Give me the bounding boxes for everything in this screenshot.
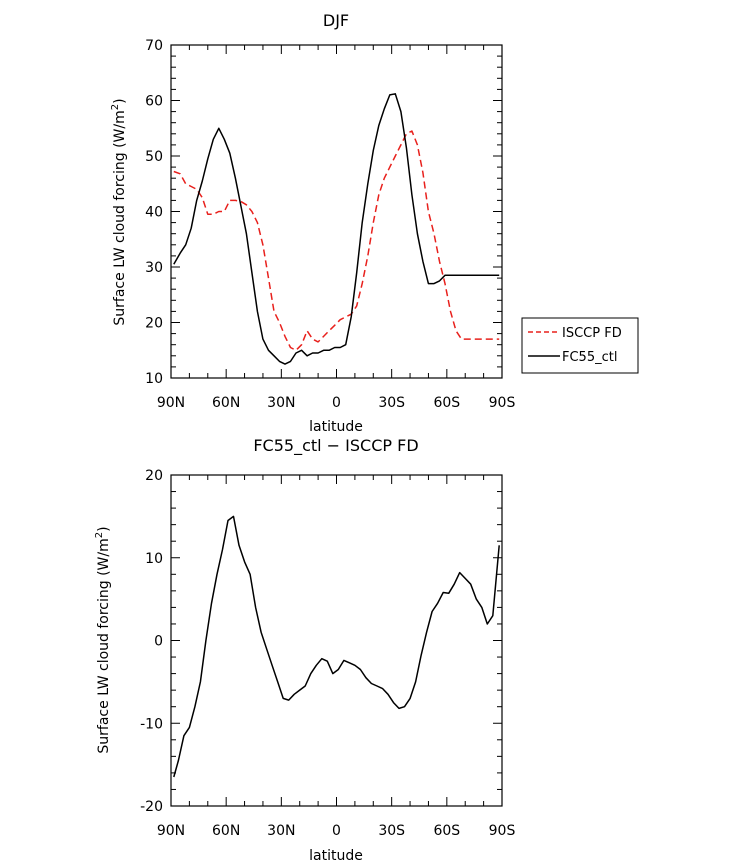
y-tick-label: 30 [145,260,163,276]
x-tick-label: 60N [212,823,240,839]
x-tick-label: 30N [267,823,295,839]
plot-frame [170,474,503,807]
series-line-difference [173,515,500,778]
y-tick-label: -20 [140,799,163,815]
y-axis-label-text: Surface LW cloud forcing (W/m [112,110,128,325]
difference-chart: FC55_ctl − ISCCP FD 90N 60N 30N 0 30S 60S 90S -… [94,436,515,864]
chart-title: DJF [323,11,349,30]
x-axis-label: latitude [309,848,363,864]
legend-label-fc55-ctl: FC55_ctl [562,350,617,365]
series-line-isccp-fd [173,130,500,352]
x-tick-label: 60S [433,823,460,839]
x-tick-label: 30N [267,395,295,411]
x-tick-label: 30S [378,823,405,839]
y-axis-label-text: Surface LW cloud forcing (W/m [96,538,112,753]
y-tick-label: 50 [145,149,163,165]
chart-title: FC55_ctl − ISCCP FD [253,436,418,456]
x-tick-label: 0 [332,395,341,411]
legend: ISCCP FD FC55_ctl [521,317,639,374]
y-axis-label-superscript: 2 [110,104,121,110]
y-tick-label: 20 [145,316,163,332]
x-axis-label: latitude [309,419,363,435]
x-tick-label: 90S [489,823,516,839]
y-axis-label: Surface LW cloud forcing (W/m2) [94,526,112,753]
y-axis-label: Surface LW cloud forcing (W/m2) [110,98,128,325]
y-tick-label: 0 [154,634,163,650]
djf-chart: DJF 90N 60N 30N 0 30S 60S 90S 10 20 30 40 50 60 70 la… [110,11,639,435]
y-tick-label: 20 [145,468,163,484]
y-tick-label: -10 [140,716,163,732]
y-axis-label-close: ) [112,98,128,103]
x-tick-label: 60N [212,395,240,411]
x-tick-label: 60S [433,395,460,411]
y-axis-label-superscript: 2 [94,532,105,538]
x-tick-label: 90S [489,395,516,411]
y-tick-label: 10 [145,371,163,387]
x-tick-label: 90N [157,395,185,411]
legend-label-isccp-fd: ISCCP FD [562,326,622,341]
x-tick-label: 30S [378,395,405,411]
series-line-fc55-ctl [173,93,500,365]
x-tick-label: 0 [332,823,341,839]
y-tick-label: 60 [145,94,163,110]
plot-area: 90N 60N 30N 0 30S 60S 90S 10 20 30 40 50 60 70 [145,38,515,411]
legend-box [521,317,639,374]
x-tick-label: 90N [157,823,185,839]
y-tick-label: 40 [145,205,163,221]
y-axis-label-close: ) [96,526,112,531]
y-tick-label: 10 [145,551,163,567]
y-tick-label: 70 [145,38,163,54]
plot-area: 90N 60N 30N 0 30S 60S 90S -20 -10 0 10 20 [140,468,515,839]
